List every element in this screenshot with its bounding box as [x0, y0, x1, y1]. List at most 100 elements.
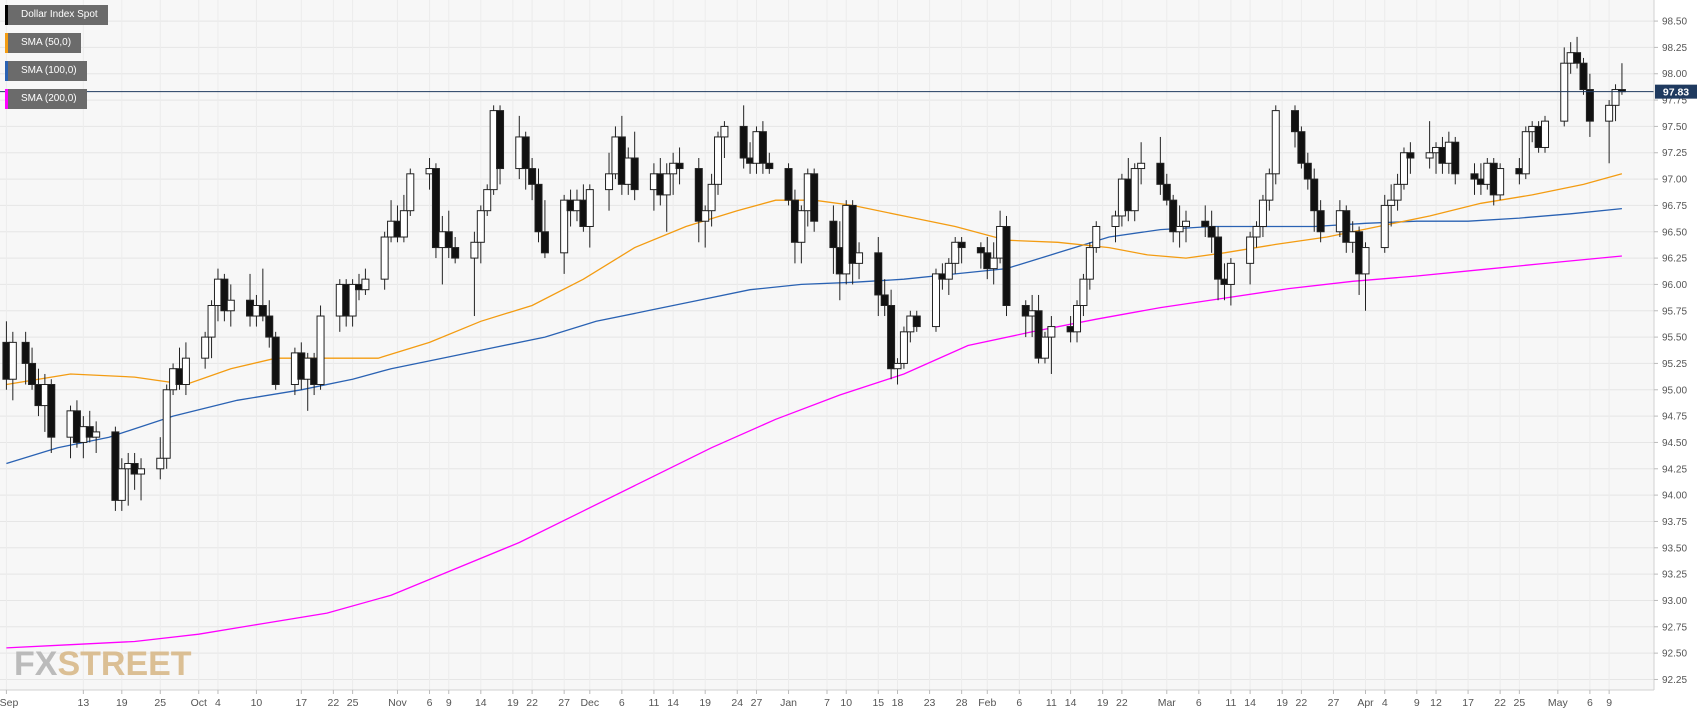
candle-body-down: [1207, 225, 1216, 238]
y-tick-label: 92.50: [1662, 649, 1687, 660]
candle-body-up: [1252, 225, 1261, 238]
y-tick-label: 94.00: [1662, 491, 1687, 502]
candle: [758, 121, 767, 174]
candle: [156, 437, 165, 480]
candle: [92, 421, 101, 453]
x-tick-label: 27: [751, 697, 763, 709]
last-price-tag: 97.83: [1655, 84, 1697, 99]
candle-body-down: [1303, 162, 1312, 180]
candle-body-up: [1521, 131, 1530, 175]
candle: [8, 331, 17, 401]
candle: [605, 152, 614, 211]
candle-body-up: [1425, 152, 1434, 159]
candle: [630, 131, 639, 201]
x-tick-label: 9: [1414, 697, 1420, 709]
candle-body-down: [1579, 62, 1588, 91]
x-tick-label: Jan: [780, 697, 797, 709]
candle-body-down: [1169, 199, 1178, 233]
candle-body-up: [137, 468, 146, 475]
candle: [528, 158, 537, 201]
y-tick-label: 97.75: [1662, 96, 1687, 107]
x-tick-label: Nov: [388, 697, 407, 709]
legend-label: SMA (50,0): [21, 37, 72, 48]
candle: [1201, 205, 1210, 238]
y-axis-ticks: 98.50 98.25 98.00 97.75 97.50 97.25 97.00 96.75…: [1654, 17, 1687, 686]
candle: [1265, 168, 1274, 211]
candle-body-up: [156, 457, 165, 470]
candle: [694, 158, 703, 243]
candle: [1316, 200, 1325, 243]
y-tick-label: 93.25: [1662, 570, 1687, 581]
legend-item-sma-100: SMA (100,0): [5, 61, 87, 81]
candle: [829, 205, 838, 274]
candle-body-up: [1079, 278, 1088, 306]
candle-body-up: [361, 278, 370, 291]
candle: [399, 194, 408, 243]
candle-body-down: [976, 247, 985, 254]
x-tick-label: 22: [526, 697, 538, 709]
candle-body-up: [226, 299, 235, 312]
candle-body-up: [476, 210, 485, 243]
x-tick-label: Feb: [978, 697, 996, 709]
candle-body-up: [207, 304, 216, 338]
y-tick-label: 96.00: [1662, 280, 1687, 291]
y-tick-label: 93.00: [1662, 596, 1687, 607]
candle: [431, 163, 440, 259]
candle: [1303, 152, 1312, 190]
candle-body-down: [534, 183, 543, 233]
candle-body-up: [714, 136, 723, 185]
candle-body-down: [496, 110, 505, 170]
y-tick-label: 98.25: [1662, 43, 1687, 54]
last-price-tag-box: [1655, 84, 1697, 99]
candle-body-up: [201, 336, 210, 359]
candle: [28, 347, 37, 390]
candle-body-down: [528, 168, 537, 185]
candle: [1246, 231, 1255, 285]
candle: [1169, 194, 1178, 243]
candle: [989, 242, 998, 285]
x-tick-label: 6: [1016, 697, 1022, 709]
y-tick-label: 95.00: [1662, 385, 1687, 396]
chart-legend: Dollar Index Spot SMA (50,0) SMA (100,0)…: [5, 5, 108, 117]
candle: [1380, 194, 1389, 253]
candle-body-up: [585, 189, 594, 227]
sma-100-path: [6, 207, 1622, 465]
candle-body-down: [848, 204, 857, 264]
x-tick-label: Sep: [0, 697, 18, 709]
candle-body-up: [181, 357, 190, 386]
x-tick-label: Mar: [1158, 697, 1177, 709]
candle-body-down: [1002, 225, 1011, 306]
candle-body-down: [431, 168, 440, 249]
candle: [1207, 210, 1216, 253]
candle: [1156, 136, 1165, 195]
x-tick-label: 7: [824, 697, 830, 709]
candle-body-up: [1111, 215, 1120, 227]
candle-body-up: [1361, 247, 1370, 275]
candle-body-down: [1201, 220, 1210, 227]
candle: [880, 279, 889, 317]
candle-body-up: [399, 210, 408, 238]
candle-body-up: [483, 189, 492, 212]
candle: [1130, 163, 1139, 222]
x-tick-label: 25: [154, 697, 166, 709]
grid: [0, 0, 1654, 690]
candle-body-down: [220, 278, 229, 312]
candle-body-up: [1246, 236, 1255, 264]
candle: [1290, 105, 1299, 148]
candle: [1137, 142, 1146, 185]
x-tick-label: 9: [446, 697, 452, 709]
candle-body-down: [739, 125, 748, 159]
candle: [476, 205, 485, 264]
x-tick-label: 14: [1244, 697, 1256, 709]
candle-body-down: [1585, 89, 1594, 122]
legend-label: SMA (200,0): [21, 93, 77, 104]
x-tick-label: 19: [507, 697, 519, 709]
x-tick-label: 22: [1494, 697, 1506, 709]
candle: [848, 200, 857, 285]
candle: [874, 237, 883, 317]
candle-body-up: [893, 362, 902, 370]
candle: [1271, 105, 1280, 185]
candle-body-up: [1130, 168, 1139, 212]
candle-body-up: [1387, 199, 1396, 206]
candle-body-up: [8, 341, 17, 380]
